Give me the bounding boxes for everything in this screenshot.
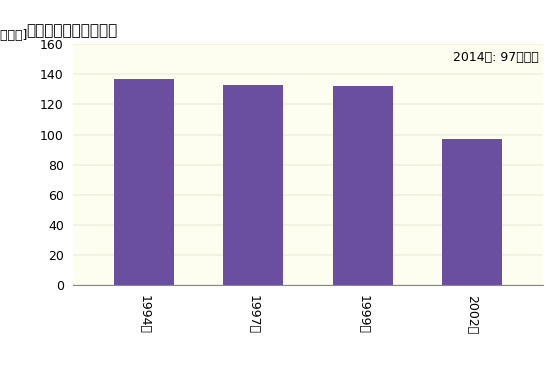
Text: 2014年: 97事業所: 2014年: 97事業所 [452,51,539,64]
Bar [333,86,393,285]
Y-axis label: [事業所]: [事業所] [0,29,28,41]
Bar [442,139,502,285]
Bar [223,85,283,285]
Bar [114,79,174,285]
Text: 商業の事業所数の推移: 商業の事業所数の推移 [26,23,117,38]
